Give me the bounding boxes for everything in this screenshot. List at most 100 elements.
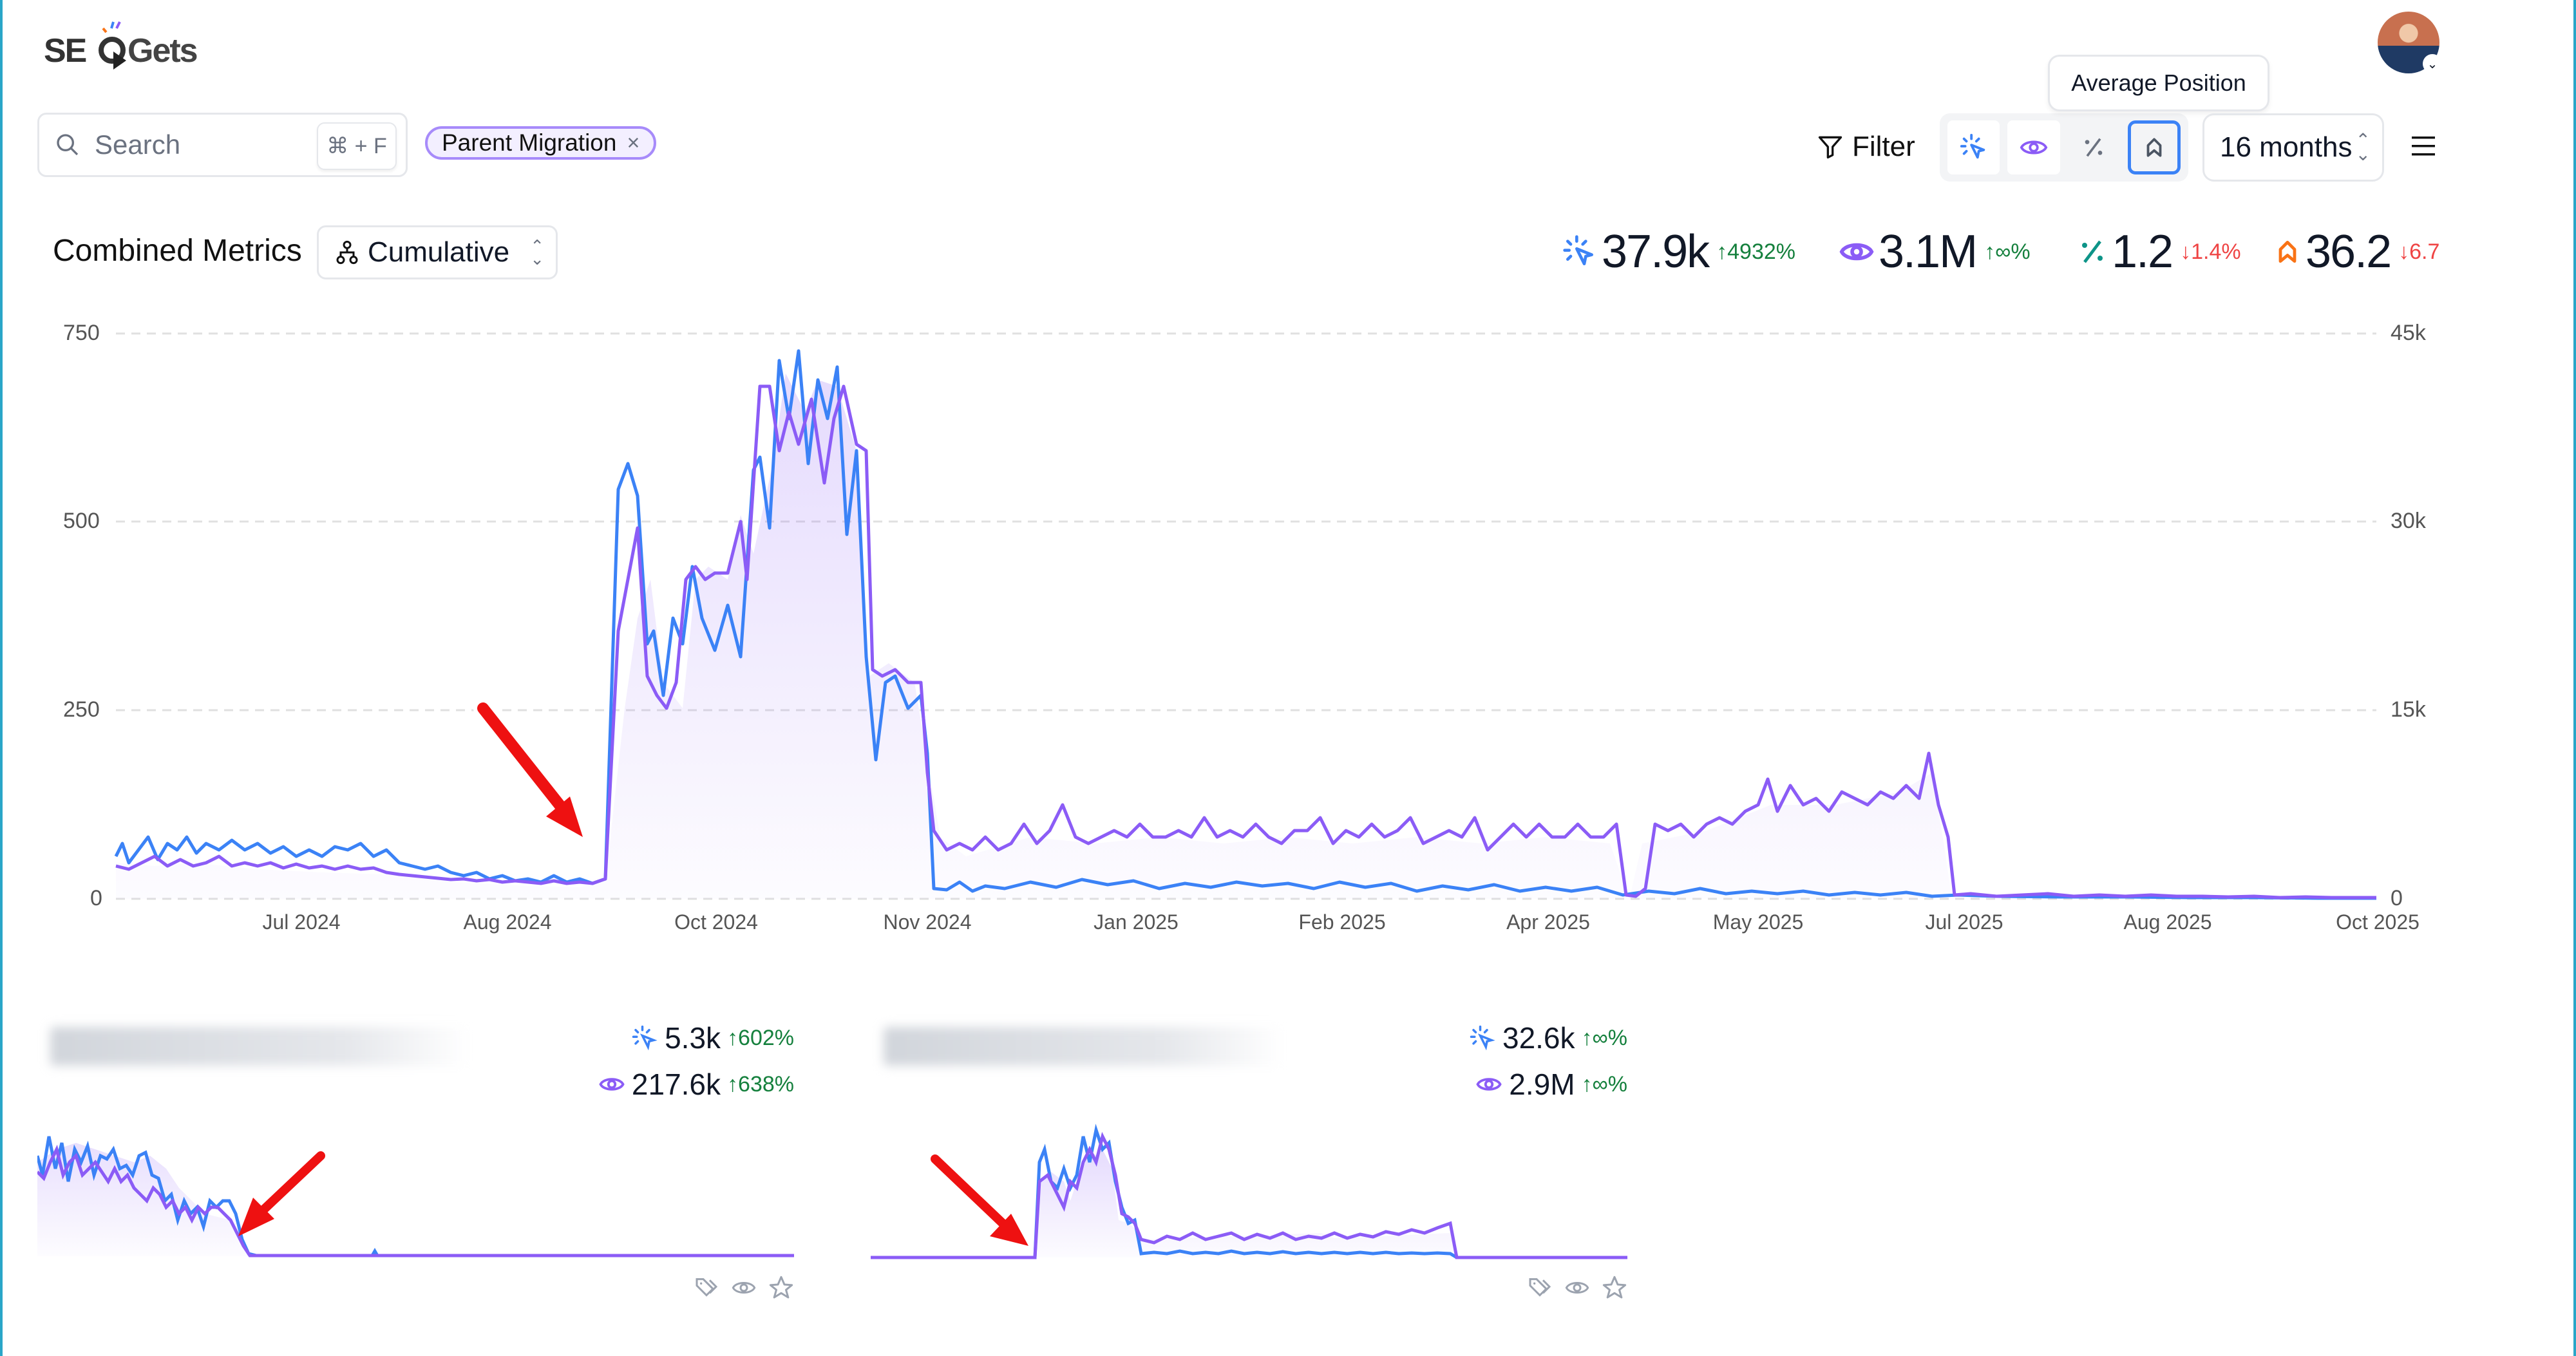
y-tick-right: 0 (2391, 886, 2403, 910)
chevron-updown-icon: ⌃ ⌄ (2355, 130, 2371, 164)
eye-icon (1476, 1078, 1502, 1091)
card-clicks-value: 32.6k (1502, 1021, 1575, 1055)
search-placeholder: Search (95, 129, 181, 160)
eye-icon[interactable] (1564, 1275, 1590, 1301)
star-icon[interactable] (1602, 1275, 1627, 1301)
search-input[interactable]: Search ⌘ + F (37, 113, 408, 177)
svg-text:Gets: Gets (128, 32, 197, 70)
toggle-clicks[interactable] (1947, 120, 2000, 174)
star-icon[interactable] (768, 1275, 794, 1301)
view-mode-value: Cumulative (368, 236, 510, 268)
x-tick: Feb 2025 (1298, 910, 1386, 934)
filter-button[interactable]: Filter (1816, 127, 1915, 166)
y-tick-right: 45k (2391, 321, 2426, 345)
eye-icon (1839, 243, 1874, 261)
date-range-select[interactable]: 16 months ⌃ ⌄ (2202, 113, 2384, 182)
menu-icon[interactable] (2412, 137, 2435, 156)
eye-icon[interactable] (731, 1275, 757, 1301)
card-clicks: 32.6k ↑∞% (1469, 1021, 1627, 1055)
card-impressions: 2.9M ↑∞% (1475, 1067, 1627, 1102)
toggle-impressions[interactable] (2007, 120, 2060, 174)
x-tick: Apr 2025 (1506, 910, 1590, 934)
toggle-ctr[interactable] (2068, 120, 2120, 174)
x-tick: May 2025 (1712, 910, 1804, 934)
metric-value: 3.1M (1879, 226, 1978, 278)
card-clicks-change: ↑602% (727, 1025, 794, 1050)
filter-chip-label: Parent Migration (442, 129, 617, 156)
click-icon (1960, 133, 1985, 159)
card-actions (1527, 1275, 1627, 1301)
card-clicks-change: ↑∞% (1581, 1025, 1627, 1050)
x-tick: Aug 2025 (2123, 910, 2212, 934)
card-impressions-value: 2.9M (1509, 1068, 1575, 1101)
y-tick-right: 15k (2391, 697, 2426, 722)
metric-clicks: 37.9k ↑4932% (1562, 224, 1795, 279)
click-icon (1470, 1025, 1495, 1051)
card-impressions-change: ↑∞% (1581, 1071, 1627, 1097)
x-tick: Oct 2025 (2336, 910, 2420, 934)
x-tick: Jan 2025 (1094, 910, 1179, 934)
metric-value: 36.2 (2306, 226, 2392, 278)
card-actions (694, 1275, 794, 1301)
tag-icon[interactable] (1527, 1275, 1553, 1301)
click-icon (1563, 235, 1593, 265)
eye-icon (599, 1078, 625, 1091)
percent-icon (2085, 138, 2103, 157)
y-tick-left: 250 (63, 697, 100, 722)
position-icon (2278, 240, 2297, 263)
metric-value: 37.9k (1602, 226, 1710, 278)
metric-impressions: 3.1M ↑∞% (1839, 224, 2031, 279)
window-edge (0, 0, 3, 1356)
page-title: Combined Metrics (53, 234, 302, 268)
y-tick-left: 0 (90, 886, 102, 910)
x-tick: Aug 2024 (463, 910, 552, 934)
metric-change: ↑∞% (1984, 239, 2031, 264)
site-card[interactable]: 5.3k ↑602% 217.6k ↑638% (37, 1008, 794, 1317)
toggle-position[interactable] (2128, 120, 2181, 174)
metric-toggle-group (1940, 113, 2188, 182)
site-card[interactable]: 32.6k ↑∞% 2.9M ↑∞% (871, 1008, 1627, 1317)
y-tick-right: 30k (2391, 509, 2426, 533)
view-mode-select[interactable]: Cumulative ⌃ ⌄ (317, 225, 558, 279)
card-clicks-value: 5.3k (665, 1021, 721, 1055)
click-icon (632, 1025, 658, 1051)
metric-position: 36.2 ↓6.7 (2273, 224, 2439, 279)
y-tick-left: 750 (63, 321, 100, 345)
x-tick: Nov 2024 (883, 910, 972, 934)
hierarchy-icon (336, 240, 358, 265)
date-range-value: 16 months (2220, 131, 2353, 163)
x-tick: Jul 2025 (1925, 910, 2003, 934)
metric-value: 1.2 (2112, 226, 2174, 278)
card-clicks: 5.3k ↑602% (631, 1021, 794, 1055)
annotation-arrow (473, 699, 588, 847)
chevron-updown-icon: ⌃ ⌄ (530, 236, 544, 268)
y-tick-left: 500 (63, 509, 100, 533)
logo-mark-icon: SE Gets (44, 21, 198, 70)
chevron-down-icon[interactable]: ⌄ (2423, 54, 2442, 73)
x-tick: Jul 2024 (262, 910, 341, 934)
tag-icon[interactable] (694, 1275, 719, 1301)
search-icon (57, 134, 79, 156)
window-edge (2573, 0, 2576, 1356)
app-logo[interactable]: SE Gets (44, 14, 218, 72)
card-impressions: 217.6k ↑638% (598, 1067, 794, 1102)
card-impressions-change: ↑638% (727, 1071, 794, 1097)
card-impressions-value: 217.6k (631, 1068, 721, 1101)
search-shortcut: ⌘ + F (317, 122, 397, 170)
metric-change: ↑4932% (1716, 239, 1796, 264)
tooltip: Average Position (2048, 55, 2269, 111)
position-icon (2146, 138, 2162, 157)
close-icon[interactable]: × (627, 130, 640, 155)
site-name-blurred (50, 1027, 469, 1066)
x-tick: Oct 2024 (674, 910, 758, 934)
filter-icon (1818, 136, 1842, 159)
filter-label: Filter (1852, 131, 1915, 162)
eye-icon (2020, 140, 2048, 155)
percent-icon (2082, 240, 2103, 263)
filter-chip[interactable]: Parent Migration × (425, 126, 657, 160)
metric-ctr: 1.2 ↓1.4% (2077, 224, 2241, 279)
card-sparkline (871, 1124, 1627, 1259)
metric-change: ↓6.7 (2398, 239, 2440, 264)
metric-change: ↓1.4% (2180, 239, 2241, 264)
site-name-blurred (884, 1027, 1283, 1066)
